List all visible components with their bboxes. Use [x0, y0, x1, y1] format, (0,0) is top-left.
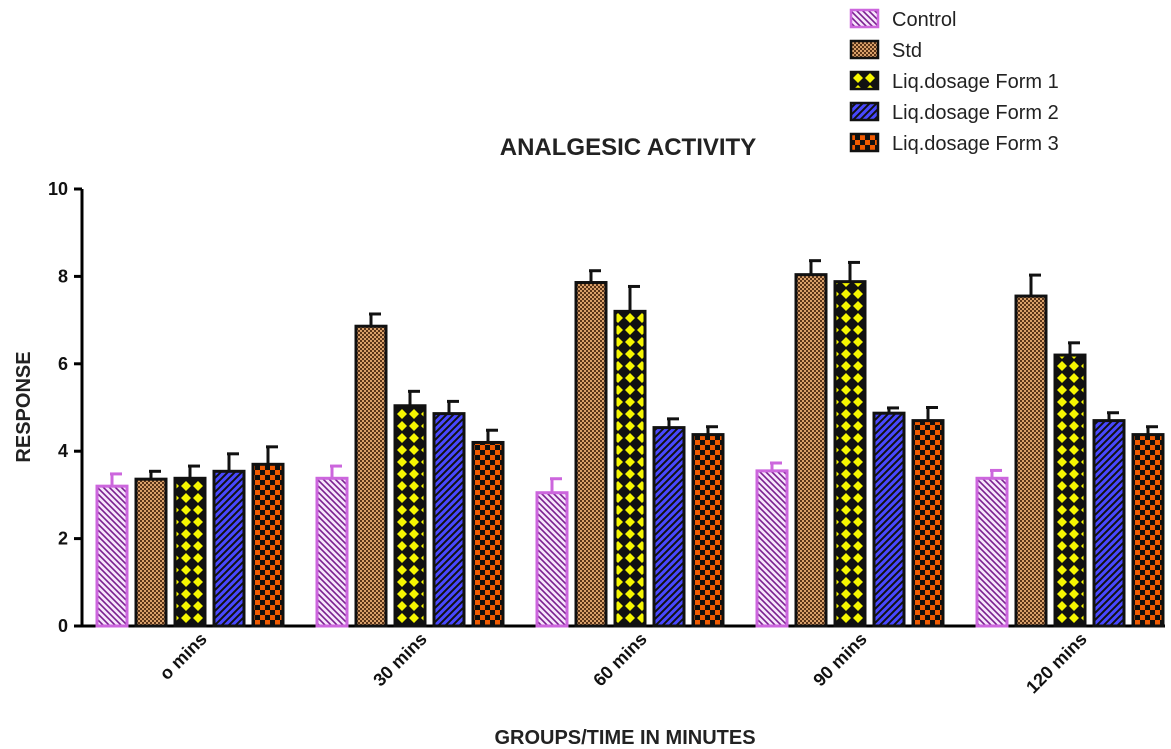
bars — [95, 259, 1165, 628]
legend-label: Liq.dosage Form 1 — [892, 71, 1059, 93]
bar — [393, 404, 427, 628]
y-tick-label: 0 — [58, 616, 68, 636]
legend-swatch — [849, 70, 880, 91]
bar — [872, 411, 906, 628]
bar — [574, 281, 608, 628]
legend-swatch — [849, 8, 880, 29]
y-tick-label: 4 — [58, 441, 68, 461]
x-axis-labels: o mins 30 mins 60 mins 90 mins 120 mins — [156, 629, 1091, 698]
bar — [471, 440, 505, 628]
legend: Control Std Liq.dosage Form 1 Liq.dosage Fo… — [849, 8, 1059, 155]
legend-swatch — [849, 39, 880, 60]
legend-swatch — [849, 101, 880, 122]
bar — [535, 491, 569, 628]
legend-label: Control — [892, 9, 956, 31]
bar — [833, 280, 867, 628]
bar — [613, 309, 647, 628]
bar — [691, 433, 725, 628]
bar — [432, 412, 466, 628]
y-tick-label: 10 — [48, 179, 68, 199]
category-label: o mins — [156, 629, 211, 684]
legend-label: Std — [892, 40, 922, 62]
bar — [1092, 419, 1126, 628]
legend-label: Liq.dosage Form 3 — [892, 133, 1059, 155]
bar — [975, 476, 1009, 628]
bar — [354, 324, 388, 628]
x-axis-title: GROUPS/TIME IN MINUTES — [494, 727, 755, 749]
bar — [315, 476, 349, 628]
bar — [652, 426, 686, 628]
legend-swatch — [849, 132, 880, 153]
chart-title: ANALGESIC ACTIVITY — [500, 134, 756, 161]
bar — [251, 462, 285, 628]
category-label: 90 mins — [809, 629, 871, 691]
bar — [173, 476, 207, 628]
bar — [1131, 433, 1165, 628]
bar — [212, 469, 246, 628]
bar — [95, 484, 129, 628]
category-label: 30 mins — [369, 629, 431, 691]
legend-label: Liq.dosage Form 2 — [892, 102, 1059, 124]
y-tick-label: 2 — [58, 529, 68, 549]
bar — [1053, 353, 1087, 628]
bar — [911, 419, 945, 628]
bar — [794, 273, 828, 628]
bar — [1014, 294, 1048, 628]
y-axis-title: RESPONSE — [13, 351, 35, 462]
bar — [755, 469, 789, 628]
y-tick-label: 8 — [58, 266, 68, 286]
bar — [134, 477, 168, 628]
y-tick-label: 6 — [58, 354, 68, 374]
category-label: 60 mins — [589, 629, 651, 691]
category-label: 120 mins — [1022, 629, 1091, 698]
